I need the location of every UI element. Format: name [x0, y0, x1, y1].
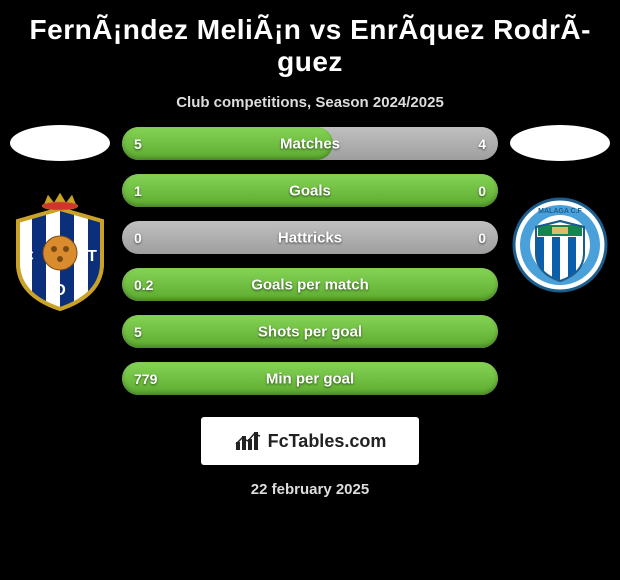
svg-text:C: C [22, 248, 34, 265]
stat-row-min-per-goal: 779 Min per goal [122, 362, 498, 395]
stat-row-goals-per-match: 0.2 Goals per match [122, 268, 498, 301]
left-team-crest: C T D [8, 191, 112, 311]
stat-label: Shots per goal [258, 323, 362, 340]
stats-column: 5 Matches 4 1 Goals 0 0 Hattricks 0 0.2 … [122, 125, 498, 395]
brand-label: FcTables.com [268, 431, 387, 452]
right-player-avatar [510, 125, 610, 161]
right-team-crest: MALAGA C.F [508, 191, 612, 311]
comparison-row: C T D 5 Matches 4 1 Goals 0 0 Hattricks … [0, 125, 620, 395]
svg-text:D: D [54, 282, 66, 299]
bar-chart-icon [234, 430, 262, 452]
date-label: 22 february 2025 [0, 465, 620, 498]
subtitle: Club competitions, Season 2024/2025 [0, 86, 620, 125]
stat-row-hattricks: 0 Hattricks 0 [122, 221, 498, 254]
brand-box[interactable]: FcTables.com [201, 417, 419, 465]
stat-row-shots-per-goal: 5 Shots per goal [122, 315, 498, 348]
stat-left-value: 1 [134, 183, 142, 199]
svg-text:MALAGA C.F: MALAGA C.F [538, 208, 582, 215]
stat-label: Hattricks [278, 229, 342, 246]
stat-label: Matches [280, 135, 340, 152]
stat-left-value: 779 [134, 371, 157, 387]
stat-label: Min per goal [266, 370, 354, 387]
stat-label: Goals per match [251, 276, 369, 293]
left-player-avatar [10, 125, 110, 161]
stat-row-goals: 1 Goals 0 [122, 174, 498, 207]
malaga-crest-icon: MALAGA C.F [508, 197, 612, 305]
stat-left-value: 0 [134, 230, 142, 246]
right-player-col: MALAGA C.F [506, 125, 614, 311]
stat-left-value: 5 [134, 324, 142, 340]
stat-row-matches: 5 Matches 4 [122, 127, 498, 160]
page-title: FernÃ¡ndez MeliÃ¡n vs EnrÃ­quez RodrÃ­gu… [0, 0, 620, 86]
stat-right-value: 0 [478, 230, 486, 246]
stat-left-value: 0.2 [134, 277, 153, 293]
stat-left-value: 5 [134, 136, 142, 152]
stat-right-value: 0 [478, 183, 486, 199]
stat-right-value: 4 [478, 136, 486, 152]
left-player-col: C T D [6, 125, 114, 311]
tenerife-crest-icon: C T D [8, 191, 112, 311]
svg-text:T: T [87, 248, 97, 265]
stat-label: Goals [289, 182, 331, 199]
